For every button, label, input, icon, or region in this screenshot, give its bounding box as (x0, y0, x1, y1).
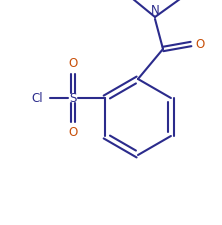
Text: O: O (195, 38, 204, 50)
Text: S: S (69, 92, 77, 104)
Text: Cl: Cl (32, 92, 43, 104)
Text: O: O (68, 57, 78, 70)
Text: N: N (151, 4, 159, 17)
Text: O: O (68, 126, 78, 139)
